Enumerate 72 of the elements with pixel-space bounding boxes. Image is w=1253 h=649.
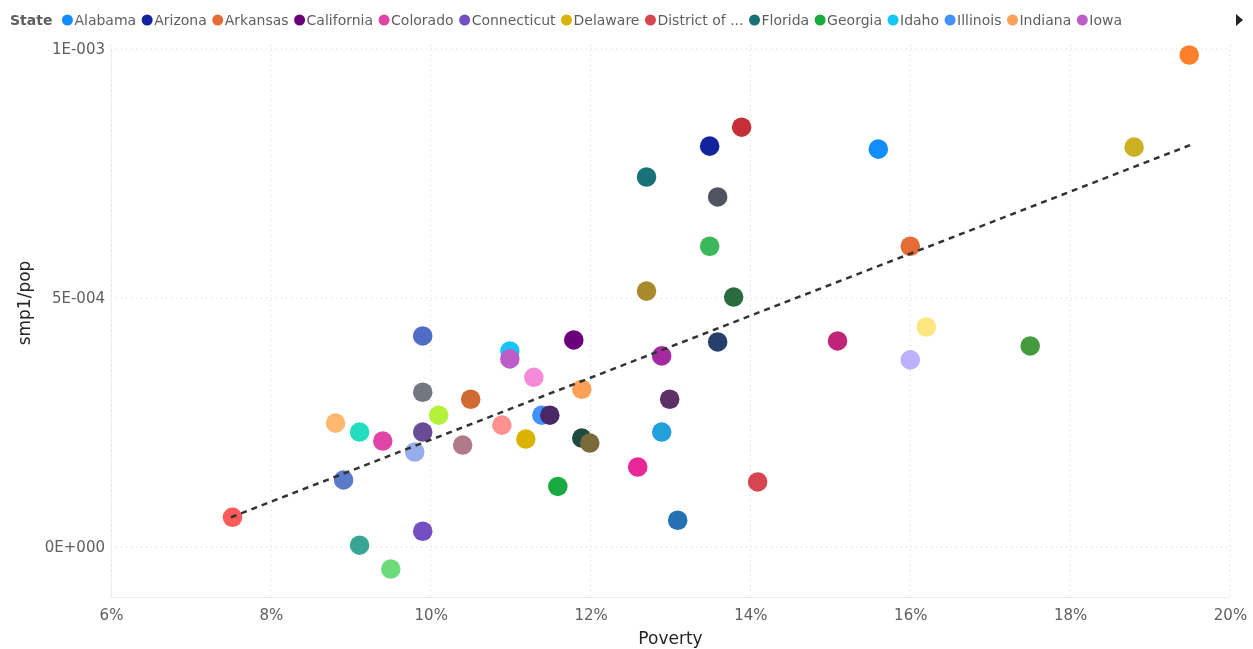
x-tick-label: 8% (259, 605, 284, 624)
y-tick-label: 1E-003 (51, 40, 105, 59)
legend-title: State (10, 12, 53, 28)
point (707, 187, 728, 207)
point (333, 470, 354, 490)
point (636, 167, 657, 187)
point (564, 330, 584, 350)
point (524, 367, 544, 388)
x-tick-label: 18% (1053, 605, 1088, 624)
legend-label: Colorado (391, 12, 454, 28)
point (460, 389, 481, 409)
point (699, 236, 720, 257)
legend-label: Arizona (154, 12, 207, 28)
point (572, 379, 592, 400)
legend-label: District of ... (657, 12, 744, 28)
point (349, 422, 370, 442)
point (580, 433, 600, 453)
point (916, 317, 937, 337)
legend-label: Illinois (957, 12, 1002, 28)
legend-label: Connecticut (471, 12, 556, 28)
point (900, 236, 921, 257)
x-tick-label: 6% (99, 605, 124, 624)
legend-label: Delaware (573, 12, 640, 28)
y-tick-label: 5E-004 (51, 289, 105, 308)
legend-label: Georgia (827, 12, 883, 28)
point (548, 476, 568, 497)
point (1020, 336, 1040, 356)
x-axis-title: Poverty (638, 628, 703, 648)
point (723, 287, 744, 307)
point (372, 431, 393, 451)
point (540, 405, 560, 425)
x-tick-label: 16% (894, 605, 928, 624)
point (325, 413, 346, 433)
legend-label: Idaho (900, 12, 940, 28)
y-tick-label: 0E+000 (44, 538, 105, 557)
legend-label: Indiana (1019, 12, 1072, 28)
x-tick-label: 20% (1213, 605, 1248, 624)
point (349, 535, 370, 555)
legend-label: Arkansas (224, 12, 289, 28)
point (659, 389, 680, 409)
point (452, 435, 473, 455)
point (516, 429, 536, 449)
point (412, 326, 433, 346)
point (827, 331, 848, 351)
point (380, 559, 401, 579)
point (667, 510, 688, 531)
legend-label: California (306, 12, 374, 28)
point (412, 382, 433, 402)
point (731, 117, 752, 137)
point (412, 521, 433, 541)
point (707, 332, 728, 352)
point (412, 422, 433, 442)
point (627, 457, 648, 477)
legend-label: Iowa (1089, 12, 1123, 28)
point (1179, 45, 1200, 65)
point (900, 350, 921, 370)
x-tick-label: 14% (734, 605, 768, 624)
point (1124, 137, 1144, 157)
point (636, 281, 657, 301)
point (500, 349, 520, 369)
point (747, 472, 768, 492)
legend-label: Alabama (74, 12, 137, 28)
point (428, 405, 449, 425)
point (651, 422, 672, 442)
point (868, 139, 889, 159)
point (492, 415, 512, 435)
x-tick-label: 10% (414, 605, 448, 624)
point (222, 507, 243, 528)
y-axis-title: smp1/pop (14, 260, 34, 346)
point (699, 136, 720, 156)
x-tick-label: 12% (574, 605, 608, 624)
legend-label: Florida (761, 12, 810, 28)
